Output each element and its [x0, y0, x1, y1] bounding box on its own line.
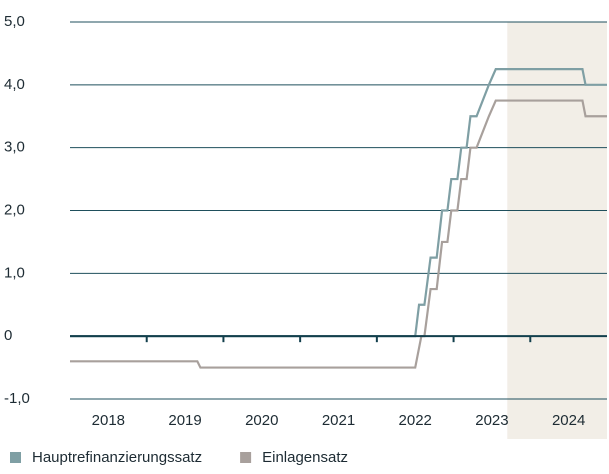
- series-line: [70, 68, 607, 338]
- y-tick-label: 2,0: [4, 201, 25, 218]
- x-tick-label: 2019: [168, 412, 201, 429]
- legend-label: Einlagensatz: [262, 449, 348, 466]
- legend-swatch: [240, 452, 252, 463]
- x-tick-label: 2021: [322, 412, 355, 429]
- y-tick-label: -1,0: [4, 390, 30, 407]
- y-tick-label: 4,0: [4, 76, 25, 93]
- x-tick-label: 2023: [475, 412, 508, 429]
- series-line: [70, 99, 607, 369]
- legend-swatch: [10, 452, 21, 463]
- y-tick-label: 5,0: [4, 13, 25, 30]
- x-tick-label: 2020: [245, 412, 278, 429]
- shaded-region: [507, 22, 607, 439]
- y-tick-label: 3,0: [4, 139, 25, 156]
- legend-label: Hauptrefinanzierungssatz: [32, 449, 202, 466]
- x-tick-label: 2024: [552, 412, 585, 429]
- y-tick-label: 1,0: [4, 264, 25, 281]
- y-tick-label: 0: [4, 327, 12, 344]
- x-tick-label: 2018: [92, 412, 125, 429]
- x-tick-label: 2022: [399, 412, 432, 429]
